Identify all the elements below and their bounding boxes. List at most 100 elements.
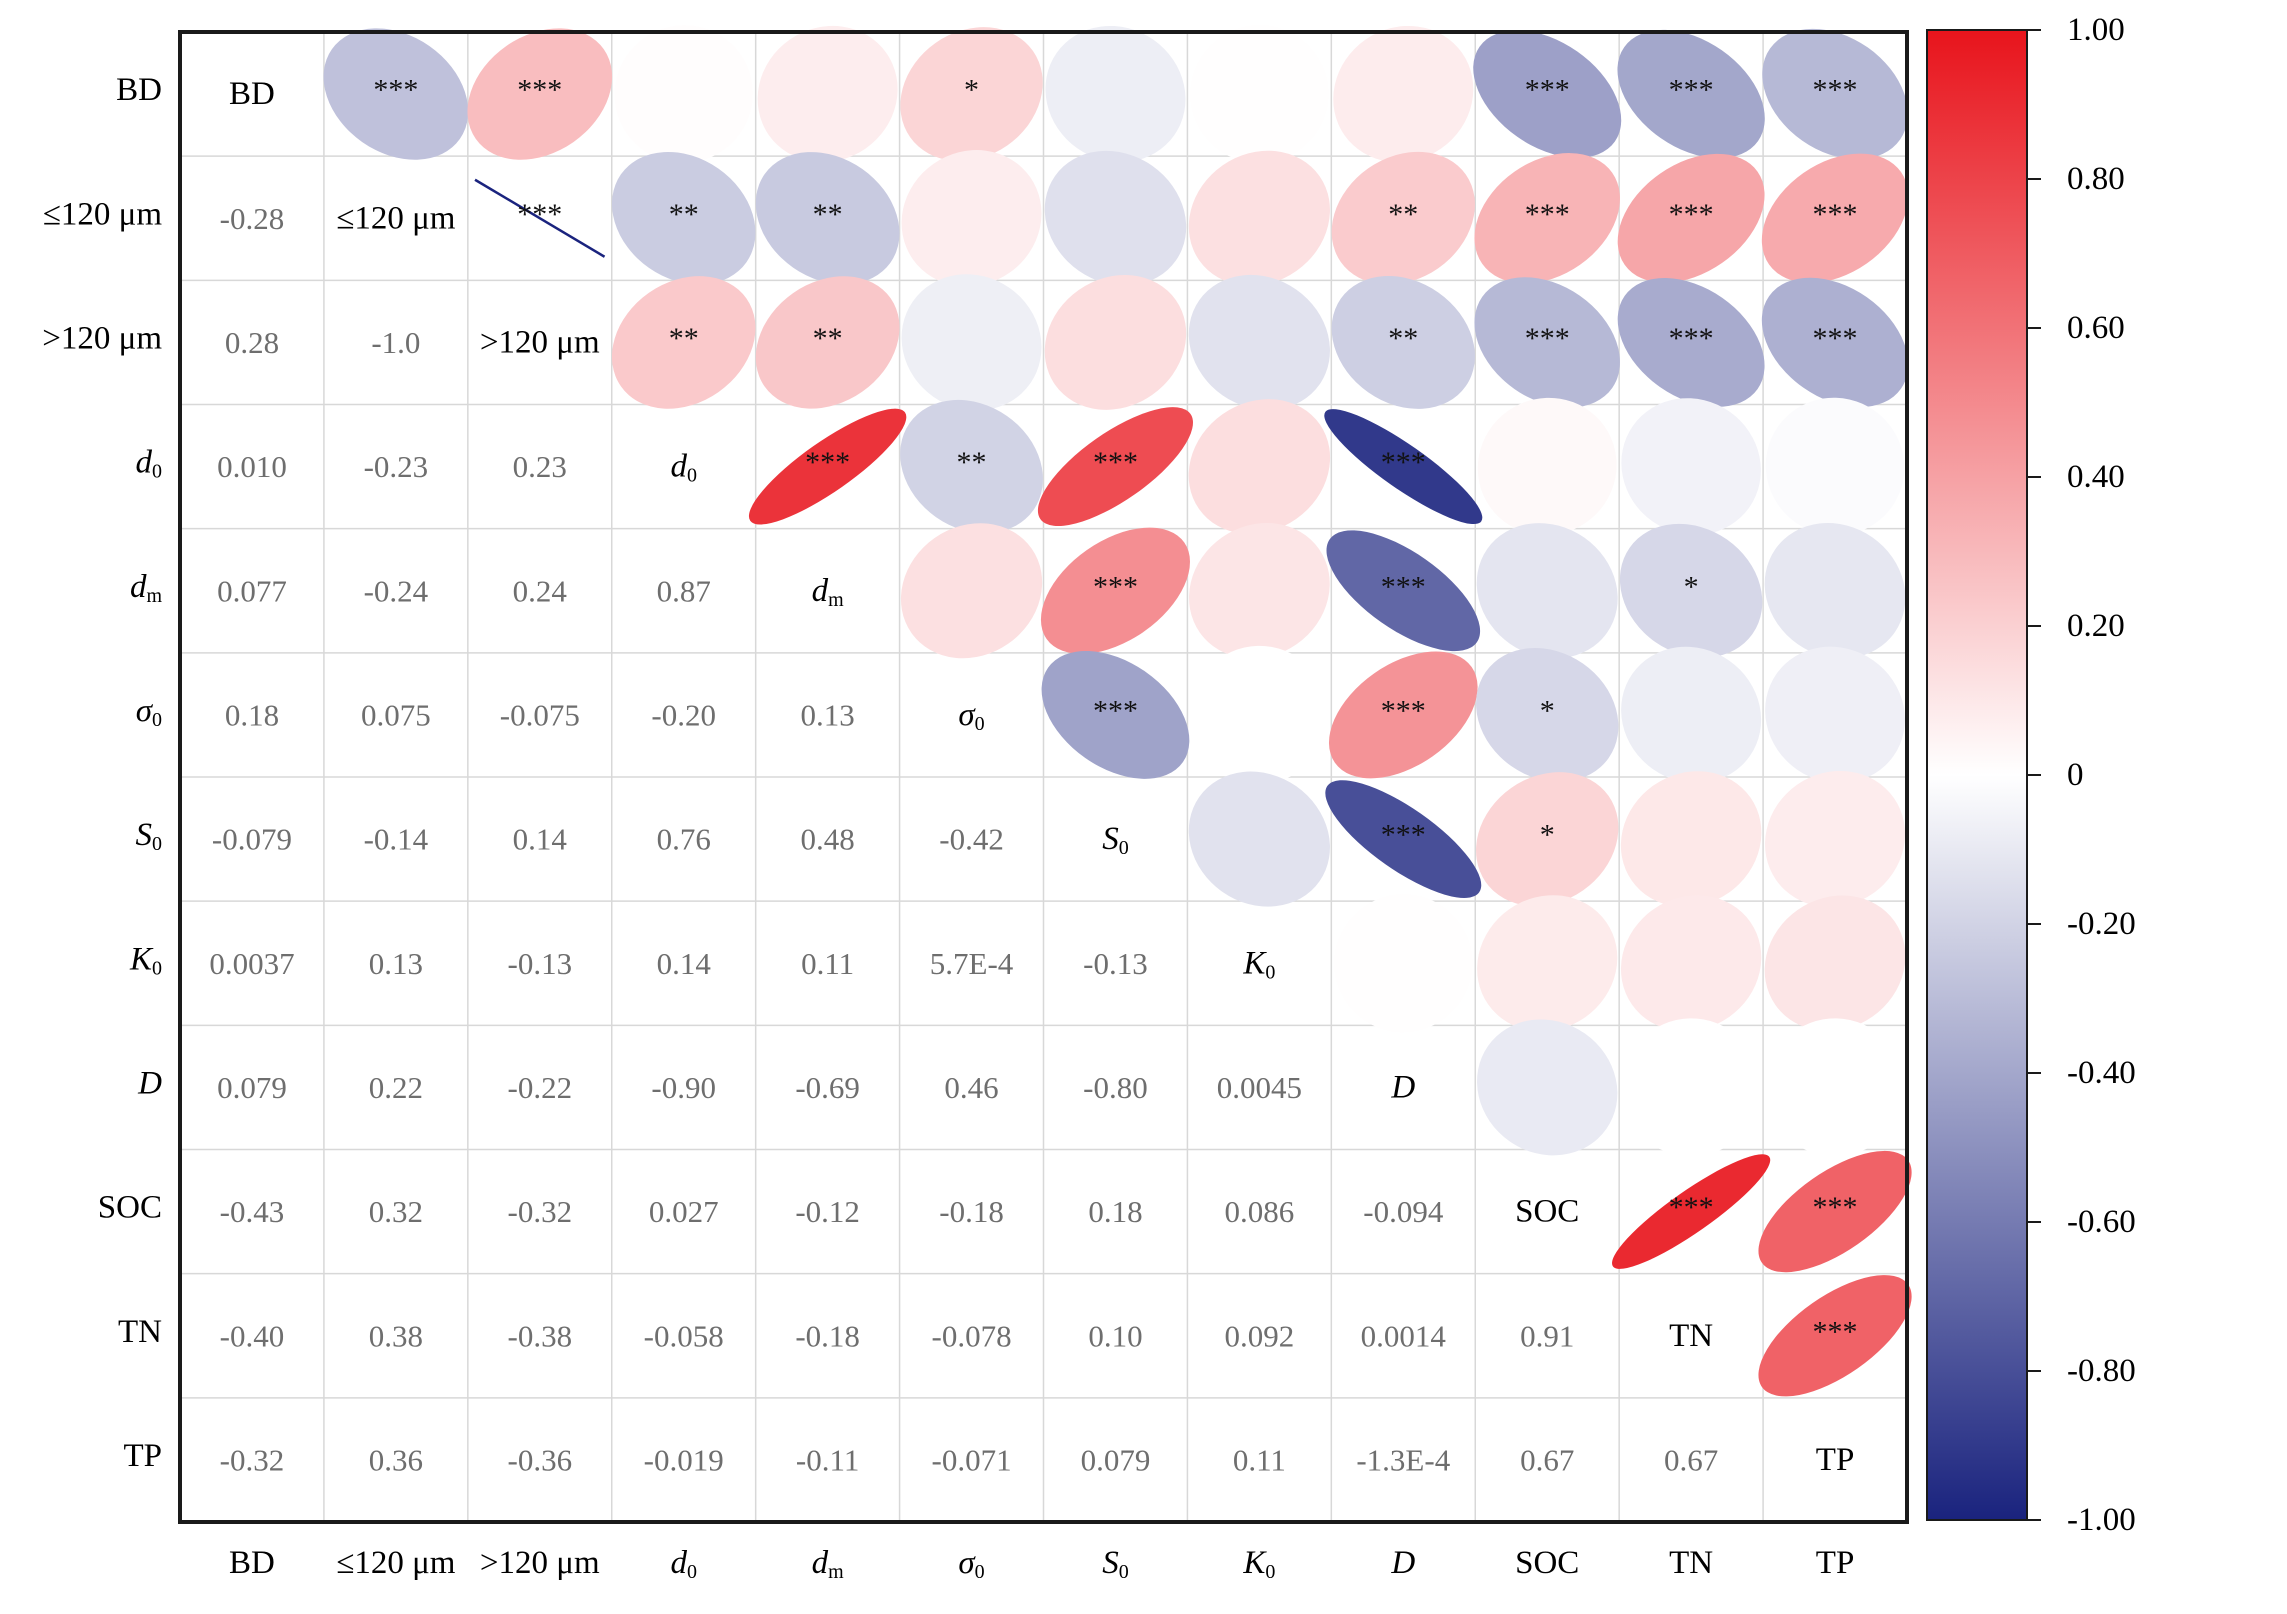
correlation-value: -0.18 bbox=[939, 1194, 1004, 1229]
correlation-value: -0.24 bbox=[364, 573, 429, 608]
correlation-ellipse bbox=[1765, 1018, 1905, 1157]
diagonal-label: dm bbox=[812, 573, 845, 611]
column-label-base: ≤120 μm bbox=[336, 1545, 456, 1581]
diagonal-label: SOC bbox=[1515, 1194, 1579, 1230]
column-label-base: d bbox=[812, 1545, 829, 1581]
correlation-ellipse bbox=[1758, 1275, 1912, 1397]
correlation-ellipse bbox=[1044, 275, 1187, 410]
ellipse-mark bbox=[1477, 1019, 1618, 1156]
column-label-base: BD bbox=[229, 1545, 275, 1581]
correlation-value: 0.075 bbox=[361, 697, 431, 732]
correlation-ellipse bbox=[614, 25, 753, 164]
ellipse-mark bbox=[611, 151, 756, 285]
correlation-value: 0.13 bbox=[801, 697, 855, 732]
significance-stars: *** bbox=[1381, 694, 1426, 727]
correlation-value: -0.094 bbox=[1363, 1194, 1444, 1229]
significance-stars: *** bbox=[1525, 322, 1570, 355]
ellipse-mark bbox=[1044, 150, 1187, 286]
correlation-value: -0.20 bbox=[651, 697, 716, 732]
column-label-base: D bbox=[1390, 1545, 1415, 1581]
correlation-ellipse bbox=[1620, 771, 1762, 907]
ellipse-mark bbox=[1044, 275, 1187, 410]
column-label-base: S bbox=[1102, 1545, 1119, 1581]
diagonal-label-base: S bbox=[1102, 821, 1119, 857]
diagonal-label: σ0 bbox=[958, 697, 984, 735]
row-label: dm bbox=[130, 569, 163, 607]
colorbar-tick-label: 0 bbox=[2067, 757, 2084, 793]
correlation-value: -0.32 bbox=[508, 1194, 573, 1229]
column-label: D bbox=[1390, 1545, 1415, 1581]
column-label: TN bbox=[1669, 1545, 1713, 1581]
correlation-ellipse bbox=[1477, 1019, 1618, 1156]
significance-stars: ** bbox=[1388, 198, 1418, 231]
correlation-value: -0.075 bbox=[500, 697, 580, 732]
row-label-sub: 0 bbox=[152, 833, 162, 855]
ellipse-mark bbox=[757, 25, 898, 163]
correlation-value: 0.0037 bbox=[209, 946, 294, 981]
row-label: K0 bbox=[129, 941, 162, 979]
correlation-ellipse bbox=[1764, 522, 1906, 659]
correlation-ellipse bbox=[900, 523, 1043, 659]
correlation-value: 0.11 bbox=[1233, 1442, 1286, 1477]
correlation-ellipse bbox=[1622, 1018, 1761, 1157]
correlation-value: -0.22 bbox=[508, 1070, 573, 1105]
significance-stars: *** bbox=[1525, 198, 1570, 231]
ellipse-mark bbox=[748, 408, 907, 525]
correlation-ellipse bbox=[1765, 397, 1905, 536]
correlation-ellipse bbox=[1617, 153, 1765, 283]
row-label-base: D bbox=[137, 1065, 162, 1101]
ellipse-mark bbox=[1617, 153, 1765, 283]
correlation-ellipse bbox=[1188, 274, 1330, 410]
correlation-value: -1.0 bbox=[371, 325, 420, 360]
ellipse-mark bbox=[1477, 895, 1618, 1032]
diagonal-label-base: ≤120 μm bbox=[336, 200, 456, 236]
column-label: σ0 bbox=[958, 1545, 984, 1583]
column-label-base: d bbox=[670, 1545, 687, 1581]
row-label-base: >120 μm bbox=[42, 320, 162, 356]
ellipse-mark bbox=[1188, 771, 1330, 907]
row-label: SOC bbox=[98, 1190, 162, 1226]
row-label-sub: 0 bbox=[152, 957, 162, 979]
column-label-base: K bbox=[1242, 1545, 1267, 1581]
column-label: TP bbox=[1816, 1545, 1855, 1581]
ellipse-mark bbox=[1331, 275, 1475, 409]
ellipse-mark bbox=[1476, 647, 1619, 782]
column-label: ≤120 μm bbox=[336, 1545, 456, 1581]
ellipse-mark bbox=[1188, 150, 1330, 286]
ellipse-layer bbox=[323, 25, 1912, 1397]
correlation-ellipse bbox=[1474, 277, 1620, 408]
row-label-base: d bbox=[130, 569, 147, 605]
correlation-ellipse bbox=[1331, 151, 1475, 285]
matrix-frame bbox=[178, 30, 1909, 1524]
correlation-ellipse bbox=[1044, 150, 1187, 286]
correlation-ellipse bbox=[1045, 25, 1186, 163]
correlation-value: -0.32 bbox=[220, 1442, 285, 1477]
diagonal-label-sub: 0 bbox=[1119, 837, 1129, 859]
ellipse-mark bbox=[1037, 407, 1193, 527]
correlation-ellipse bbox=[1758, 1150, 1912, 1273]
ellipse-mark bbox=[1474, 153, 1620, 284]
correlation-value: 0.0014 bbox=[1361, 1318, 1447, 1353]
ellipse-mark bbox=[1476, 523, 1618, 659]
row-label: BD bbox=[116, 72, 162, 108]
ellipse-mark bbox=[1476, 772, 1619, 907]
ellipse-mark bbox=[1621, 646, 1762, 784]
correlation-value: -0.079 bbox=[212, 822, 292, 857]
correlation-value: 5.7E-4 bbox=[930, 946, 1014, 981]
correlation-ellipse bbox=[474, 178, 606, 258]
significance-stars: * bbox=[1540, 819, 1555, 852]
correlation-ellipse bbox=[1188, 771, 1330, 907]
ellipse-mark bbox=[1765, 1018, 1905, 1157]
correlation-value: -0.38 bbox=[508, 1318, 573, 1353]
correlation-ellipse bbox=[901, 150, 1042, 287]
diagonal-label-base: σ bbox=[958, 697, 976, 733]
correlation-value: 0.086 bbox=[1225, 1194, 1295, 1229]
significance-stars: *** bbox=[517, 74, 562, 107]
ellipse-mark bbox=[1758, 1150, 1912, 1273]
correlation-ellipse bbox=[1040, 527, 1190, 654]
ellipse-mark bbox=[614, 25, 753, 164]
row-label: S0 bbox=[136, 817, 163, 855]
significance-stars: *** bbox=[805, 446, 850, 479]
colorbar-ticks: 1.00 0.80 0.60 0.40 0.20 0 -0.20 -0.40 -0.60 -0.8… bbox=[2027, 12, 2136, 1538]
correlation-ellipse bbox=[1617, 277, 1765, 407]
